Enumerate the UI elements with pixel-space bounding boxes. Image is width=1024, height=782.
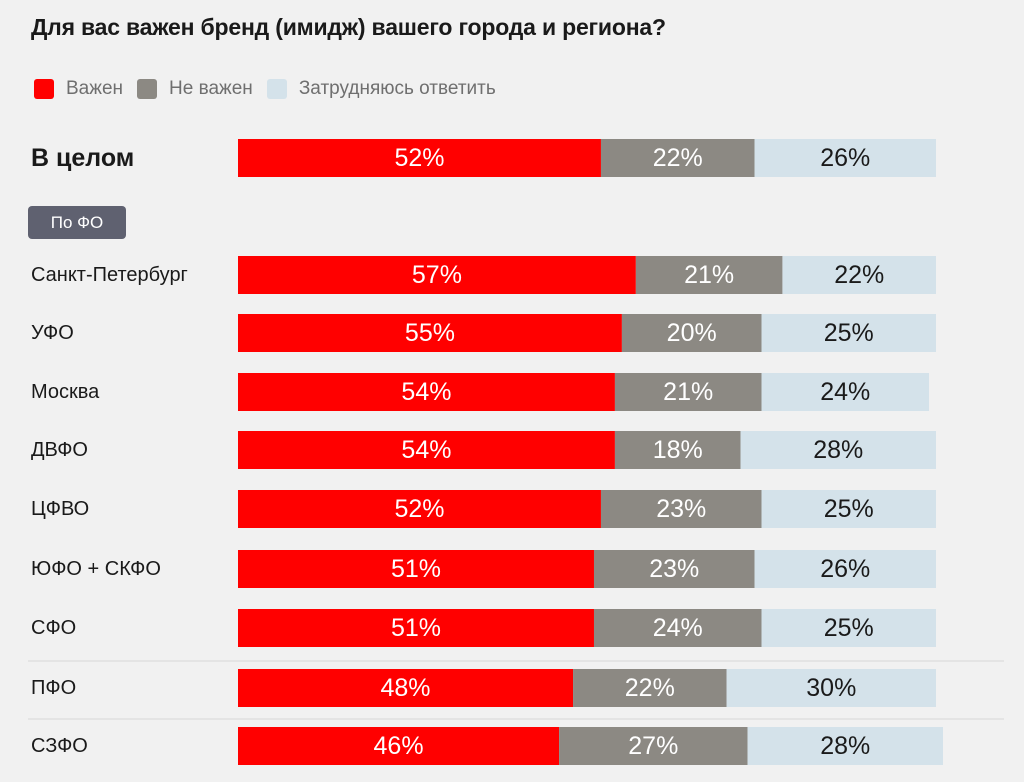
- bar-segment: [238, 550, 594, 588]
- legend: Важен Не важен Затрудняюсь ответить: [34, 78, 510, 100]
- data-label: 54%: [401, 378, 451, 406]
- bar-segment: [238, 431, 615, 469]
- bar-segment: [726, 669, 936, 707]
- bar-segment: [761, 373, 930, 411]
- bar-segment: [238, 609, 594, 647]
- data-label: 52%: [394, 144, 444, 172]
- bar-segment: [747, 727, 943, 765]
- legend-swatch-undecided: [266, 79, 287, 99]
- bar-segment: [593, 609, 762, 647]
- bar-segment: [754, 139, 936, 177]
- category-label: В целом: [31, 144, 134, 172]
- data-label: 55%: [405, 319, 455, 347]
- legend-item-undecided: Затрудняюсь ответить: [266, 78, 496, 100]
- bar-segment: [238, 256, 636, 294]
- data-label: 22%: [834, 261, 884, 289]
- category-label: СФО: [31, 617, 76, 639]
- legend-label-important: Важен: [66, 78, 124, 99]
- data-label: 18%: [653, 436, 703, 464]
- bar-segment: [614, 373, 762, 411]
- category-label: ЮФО + СКФО: [31, 558, 161, 580]
- data-label: 28%: [813, 436, 863, 464]
- bar-segment: [761, 490, 936, 528]
- data-label: 26%: [820, 555, 870, 583]
- data-label: 22%: [653, 144, 703, 172]
- data-label: 23%: [656, 495, 706, 523]
- data-label: 22%: [625, 674, 675, 702]
- bar-segment: [740, 431, 936, 469]
- data-label: 25%: [824, 614, 874, 642]
- legend-item-not-important: Не важен: [137, 78, 253, 100]
- data-label: 52%: [394, 495, 444, 523]
- legend-item-important: Важен: [34, 78, 123, 100]
- data-label: 20%: [667, 319, 717, 347]
- legend-swatch-not-important: [137, 79, 158, 99]
- category-label: УФО: [31, 322, 74, 344]
- data-label: 24%: [653, 614, 703, 642]
- bar-segment: [761, 609, 936, 647]
- category-label: ЦФВО: [31, 498, 89, 520]
- bar-segment: [621, 314, 762, 352]
- category-label: ДВФО: [31, 439, 88, 461]
- bar-segment: [614, 431, 741, 469]
- federal-district-badge: По ФО: [28, 206, 126, 239]
- legend-swatch-important: [34, 79, 54, 99]
- data-label: 51%: [391, 555, 441, 583]
- category-label: ПФО: [31, 677, 76, 699]
- chart-title: Для вас важен бренд (имидж) вашего город…: [31, 14, 666, 40]
- bar-segment: [782, 256, 936, 294]
- data-label: 54%: [401, 436, 451, 464]
- category-label: Москва: [31, 381, 100, 403]
- bar-segment: [559, 727, 748, 765]
- bar-segment: [238, 314, 622, 352]
- bar-segment: [238, 490, 601, 528]
- data-label: 51%: [391, 614, 441, 642]
- bar-segment: [573, 669, 727, 707]
- bar-segment: [593, 550, 755, 588]
- bar-segment: [238, 139, 601, 177]
- data-label: 21%: [684, 261, 734, 289]
- bar-segment: [238, 727, 560, 765]
- data-label: 28%: [820, 732, 870, 760]
- data-label: 30%: [806, 674, 856, 702]
- data-label: 21%: [663, 378, 713, 406]
- bar-segment: [238, 669, 574, 707]
- bar-segment: [600, 139, 755, 177]
- data-label: 26%: [820, 144, 870, 172]
- bar-segment: [238, 373, 615, 411]
- legend-label-undecided: Затрудняюсь ответить: [298, 78, 496, 99]
- data-label: 27%: [628, 732, 678, 760]
- data-label: 23%: [649, 555, 699, 583]
- data-label: 25%: [824, 495, 874, 523]
- bar-segment: [761, 314, 936, 352]
- bar-segment: [600, 490, 762, 528]
- category-label: Санкт-Петербург: [31, 264, 188, 286]
- legend-label-not-important: Не важен: [169, 78, 253, 99]
- data-label: 48%: [380, 674, 430, 702]
- bar-segment: [635, 256, 783, 294]
- data-label: 46%: [374, 732, 424, 760]
- bar-segment: [754, 550, 936, 588]
- data-label: 57%: [412, 261, 462, 289]
- data-label: 25%: [824, 319, 874, 347]
- category-label: СЗФО: [31, 735, 88, 757]
- data-label: 24%: [820, 378, 870, 406]
